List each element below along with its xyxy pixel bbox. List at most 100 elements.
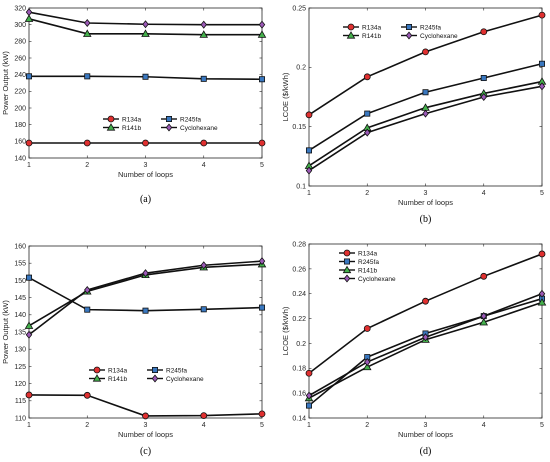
x-tick-label: 5: [540, 422, 544, 429]
data-point-cyclohexane: [538, 289, 546, 298]
data-point-r134a: [480, 272, 488, 280]
y-tick-label: 180: [14, 122, 26, 129]
data-point-r141b: [24, 14, 34, 22]
y-tick-label: 120: [14, 381, 26, 388]
y-tick-label: 130: [14, 347, 26, 354]
y-tick-label: 220: [14, 89, 26, 96]
y-tick-label: 0.14: [292, 415, 306, 422]
data-point-r134a: [538, 11, 546, 19]
y-tick-label: 125: [14, 364, 26, 371]
y-tick-label: 320: [14, 5, 26, 12]
y-tick-label: 160: [14, 139, 26, 146]
y-tick-label: 0.18: [292, 366, 306, 373]
panel-label: (c): [140, 446, 151, 457]
legend-marker-r141b: [346, 31, 356, 39]
x-tick-label: 3: [424, 422, 428, 429]
data-point-cyclohexane: [84, 285, 91, 295]
legend-marker-r245fa: [165, 116, 172, 123]
x-tick-label: 1: [307, 190, 311, 197]
data-point-cyclohexane: [305, 391, 313, 400]
y-tick-label: 135: [14, 329, 26, 336]
legend-entry-r245fa: R245fa: [166, 367, 187, 374]
x-tick-label: 5: [260, 162, 264, 169]
data-point-r141b: [199, 30, 209, 38]
y-tick-label: 260: [14, 55, 26, 62]
legend-marker-cyclohexane: [405, 31, 413, 40]
data-point-r134a: [305, 369, 313, 377]
data-point-cyclohexane: [422, 109, 429, 118]
legend-marker-r134a: [347, 23, 355, 31]
panel-label: (a): [140, 194, 151, 205]
data-point-r245fa: [25, 274, 32, 281]
x-tick-label: 3: [424, 190, 428, 197]
legend-marker-r134a: [107, 115, 115, 123]
data-point-cyclohexane: [25, 8, 33, 17]
data-point-r141b: [362, 362, 372, 371]
data-point-r245fa: [480, 75, 487, 82]
legend-marker-cyclohexane: [165, 123, 173, 132]
legend-entry-r141b: R141b: [122, 125, 142, 132]
data-point-r134a: [480, 28, 488, 36]
data-point-cyclohexane: [480, 312, 487, 321]
panel-label: (b): [420, 214, 432, 225]
data-point-r134a: [258, 410, 266, 418]
data-point-r245fa: [142, 307, 149, 314]
data-point-r134a: [25, 391, 33, 399]
data-point-cyclohexane: [364, 128, 371, 137]
legend: R134a R245fa R141b Cyclohexane: [89, 366, 204, 383]
data-point-cyclohexane: [258, 257, 266, 266]
data-point-r141b: [537, 298, 547, 306]
data-point-r134a: [422, 297, 429, 305]
y-tick-label: 110: [15, 415, 26, 422]
data-point-r245fa: [200, 306, 207, 313]
y-axis-label: Power Output (kW): [1, 51, 10, 115]
y-axis-label: LCOE ($/kWh): [281, 306, 290, 355]
legend-marker-r141b: [106, 123, 116, 131]
x-axis-label: Number of loops: [118, 430, 173, 439]
data-point-r245fa: [84, 73, 91, 80]
x-tick-label: 5: [540, 190, 544, 197]
data-point-r141b: [479, 317, 489, 326]
y-tick-label: 240: [14, 72, 26, 79]
data-point-cyclohexane: [142, 20, 149, 29]
data-point-r134a: [258, 139, 266, 147]
data-point-r134a: [363, 73, 371, 81]
x-tick-label: 2: [85, 422, 89, 429]
y-tick-label: 140: [14, 312, 26, 319]
data-point-r245fa: [200, 75, 207, 82]
data-point-cyclohexane: [142, 269, 149, 278]
data-point-r134a: [363, 325, 371, 332]
data-point-r245fa: [422, 89, 429, 96]
legend-marker-r245fa: [405, 23, 412, 30]
y-tick-label: 300: [14, 22, 26, 29]
panel-label: (d): [420, 446, 432, 457]
x-tick-label: 4: [202, 162, 206, 169]
legend-entry-r245fa: R245fa: [358, 259, 379, 266]
y-tick-label: 160: [14, 243, 26, 250]
y-tick-label: 0.24: [292, 291, 306, 298]
y-tick-label: 0.2: [296, 341, 306, 348]
data-point-r134a: [538, 250, 546, 258]
data-point-cyclohexane: [364, 358, 371, 367]
x-tick-label: 4: [482, 190, 486, 197]
data-point-r141b: [257, 30, 267, 38]
legend-marker-r134a: [343, 249, 351, 257]
data-point-r245fa: [142, 73, 149, 80]
y-tick-label: 0.16: [292, 391, 306, 398]
data-point-cyclohexane: [538, 82, 546, 91]
y-tick-label: 0.2: [296, 65, 306, 72]
x-axis-label: Number of loops: [398, 430, 453, 439]
y-tick-label: 150: [14, 278, 26, 285]
data-point-cyclohexane: [25, 330, 33, 339]
x-tick-label: 1: [307, 422, 311, 429]
legend-marker-cyclohexane: [151, 374, 159, 383]
data-point-r245fa: [305, 147, 312, 154]
chart-panel-4: 0.14 0.16 0.18 0.2 0.22 0.24 0.26 0.28 1 2 3 4 5 Numb…: [281, 241, 547, 457]
data-point-r245fa: [258, 304, 265, 311]
legend: R134a R245fa R141b Cyclohexane: [103, 115, 218, 132]
chart-panel-3: 110 115 120 125 130 135 140 145 150 155 160 1 2 3 4 5 Nu…: [1, 243, 267, 457]
legend-marker-r141b: [92, 374, 102, 382]
x-tick-label: 1: [27, 162, 31, 169]
data-point-cyclohexane: [480, 92, 487, 102]
x-tick-label: 4: [482, 422, 486, 429]
